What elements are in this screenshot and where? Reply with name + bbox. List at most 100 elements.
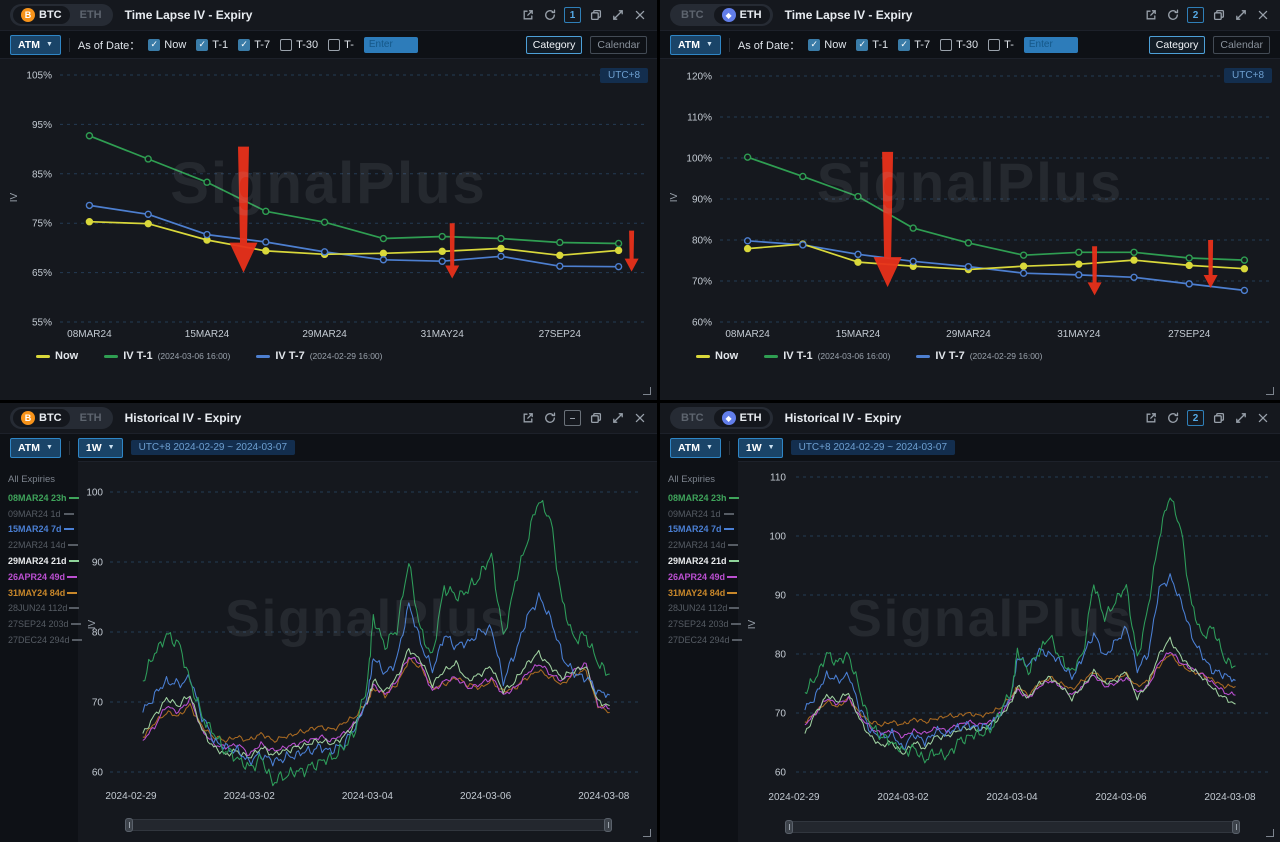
atm-dropdown[interactable]: ATM ▼ (10, 34, 61, 55)
legend-item-now[interactable]: Now (696, 350, 738, 362)
checkbox-t[interactable]: T- (988, 38, 1014, 51)
checkbox-t[interactable]: T- (328, 38, 354, 51)
expiry-item-27dec24-294d[interactable]: 27DEC24 294d (668, 632, 742, 648)
expiry-item-08mar24-23h[interactable]: 08MAR24 23h (8, 490, 79, 506)
legend-item-iv-t-7[interactable]: IV T-7 (2024-02-29 16:00) (256, 350, 382, 362)
fullscreen-icon[interactable] (1233, 8, 1248, 23)
window-count-badge[interactable]: – (564, 410, 581, 426)
checkbox-box[interactable]: ✓ (898, 38, 911, 51)
close-icon[interactable] (1255, 411, 1270, 426)
close-icon[interactable] (1255, 8, 1270, 23)
resize-handle[interactable] (643, 387, 651, 395)
checkbox-box[interactable]: ✓ (148, 38, 161, 51)
checkbox-now[interactable]: ✓ Now (148, 38, 186, 51)
slider-handle-left[interactable] (125, 818, 133, 832)
legend-item-now[interactable]: Now (36, 350, 78, 362)
duplicate-icon[interactable] (588, 411, 603, 426)
resize-handle[interactable] (1266, 829, 1274, 837)
coin-tab-eth[interactable]: ETH (72, 410, 110, 426)
slider-handle-right[interactable] (1232, 820, 1240, 834)
slider-handle-left[interactable] (785, 820, 793, 834)
checkbox-now[interactable]: ✓ Now (808, 38, 846, 51)
enter-input[interactable]: Enter (363, 36, 418, 53)
checkbox-box[interactable]: ✓ (808, 38, 821, 51)
refresh-icon[interactable] (542, 8, 557, 23)
slider-track[interactable] (125, 819, 612, 831)
coin-tab-btc[interactable]: B BTC (13, 6, 70, 24)
calendar-button[interactable]: Calendar (590, 35, 647, 54)
open-in-new-icon[interactable] (520, 8, 535, 23)
expiry-item-26apr24-49d[interactable]: 26APR24 49d (668, 569, 738, 585)
duplicate-icon[interactable] (1211, 411, 1226, 426)
resize-handle[interactable] (643, 829, 651, 837)
expiry-item-22mar24-14d[interactable]: 22MAR24 14d (668, 537, 738, 553)
checkbox-box[interactable]: ✓ (196, 38, 209, 51)
close-icon[interactable] (632, 411, 647, 426)
expiry-item-15mar24-7d[interactable]: 15MAR24 7d (8, 522, 74, 538)
calendar-button[interactable]: Calendar (1213, 35, 1270, 54)
open-in-new-icon[interactable] (1143, 411, 1158, 426)
coin-tab-eth[interactable]: ETH (72, 7, 110, 23)
checkbox-box[interactable] (940, 38, 953, 51)
checkbox-t30[interactable]: T-30 (940, 38, 978, 51)
refresh-icon[interactable] (1165, 411, 1180, 426)
expiry-item-26apr24-49d[interactable]: 26APR24 49d (8, 569, 78, 585)
checkbox-t1[interactable]: ✓ T-1 (196, 38, 228, 51)
period-dropdown[interactable]: 1W ▼ (77, 437, 123, 458)
expiry-item-09mar24-1d[interactable]: 09MAR24 1d (668, 506, 734, 522)
checkbox-t30[interactable]: T-30 (280, 38, 318, 51)
atm-dropdown[interactable]: ATM ▼ (670, 437, 721, 458)
period-dropdown[interactable]: 1W ▼ (737, 437, 783, 458)
coin-tab-btc[interactable]: BTC (673, 7, 712, 23)
duplicate-icon[interactable] (588, 8, 603, 23)
fullscreen-icon[interactable] (610, 8, 625, 23)
duplicate-icon[interactable] (1211, 8, 1226, 23)
refresh-icon[interactable] (542, 411, 557, 426)
refresh-icon[interactable] (1165, 8, 1180, 23)
window-count-badge[interactable]: 2 (1187, 410, 1204, 426)
open-in-new-icon[interactable] (1143, 8, 1158, 23)
atm-dropdown[interactable]: ATM ▼ (10, 437, 61, 458)
checkbox-t7[interactable]: ✓ T-7 (898, 38, 930, 51)
open-in-new-icon[interactable] (520, 411, 535, 426)
slider-track[interactable] (785, 821, 1240, 833)
expiry-item-29mar24-21d[interactable]: 29MAR24 21d (668, 553, 739, 569)
expiry-item-28jun24-112d[interactable]: 28JUN24 112d (668, 601, 740, 617)
expiry-item-27sep24-203d[interactable]: 27SEP24 203d (668, 616, 741, 632)
legend-item-iv-t-7[interactable]: IV T-7 (2024-02-29 16:00) (916, 350, 1042, 362)
expiry-item-08mar24-23h[interactable]: 08MAR24 23h (668, 490, 739, 506)
category-button[interactable]: Category (525, 35, 583, 54)
fullscreen-icon[interactable] (610, 411, 625, 426)
expiry-item-27sep24-203d[interactable]: 27SEP24 203d (8, 616, 81, 632)
coin-tab-eth[interactable]: ◆ ETH (713, 409, 770, 427)
time-range-slider[interactable] (125, 818, 612, 832)
fullscreen-icon[interactable] (1233, 411, 1248, 426)
expiry-item-31may24-84d[interactable]: 31MAY24 84d (668, 585, 738, 601)
checkbox-box[interactable] (280, 38, 293, 51)
checkbox-box[interactable] (328, 38, 341, 51)
expiry-item-29mar24-21d[interactable]: 29MAR24 21d (8, 553, 79, 569)
checkbox-box[interactable]: ✓ (238, 38, 251, 51)
expiry-item-27dec24-294d[interactable]: 27DEC24 294d (8, 632, 82, 648)
coin-tab-eth[interactable]: ◆ ETH (713, 6, 770, 24)
category-button[interactable]: Category (1148, 35, 1206, 54)
enter-input[interactable]: Enter (1023, 36, 1078, 53)
checkbox-box[interactable] (988, 38, 1001, 51)
checkbox-t1[interactable]: ✓ T-1 (856, 38, 888, 51)
legend-item-iv-t-1[interactable]: IV T-1 (2024-03-06 16:00) (104, 350, 230, 362)
expiry-item-28jun24-112d[interactable]: 28JUN24 112d (8, 601, 80, 617)
legend-item-iv-t-1[interactable]: IV T-1 (2024-03-06 16:00) (764, 350, 890, 362)
resize-handle[interactable] (1266, 387, 1274, 395)
window-count-badge[interactable]: 2 (1187, 7, 1204, 23)
slider-handle-right[interactable] (604, 818, 612, 832)
expiry-item-22mar24-14d[interactable]: 22MAR24 14d (8, 537, 78, 553)
coin-tab-btc[interactable]: B BTC (13, 409, 70, 427)
expiry-item-09mar24-1d[interactable]: 09MAR24 1d (8, 506, 74, 522)
checkbox-box[interactable]: ✓ (856, 38, 869, 51)
atm-dropdown[interactable]: ATM ▼ (670, 34, 721, 55)
checkbox-t7[interactable]: ✓ T-7 (238, 38, 270, 51)
expiry-item-15mar24-7d[interactable]: 15MAR24 7d (668, 522, 734, 538)
window-count-badge[interactable]: 1 (564, 7, 581, 23)
expiry-item-31may24-84d[interactable]: 31MAY24 84d (8, 585, 78, 601)
time-range-slider[interactable] (785, 820, 1240, 834)
